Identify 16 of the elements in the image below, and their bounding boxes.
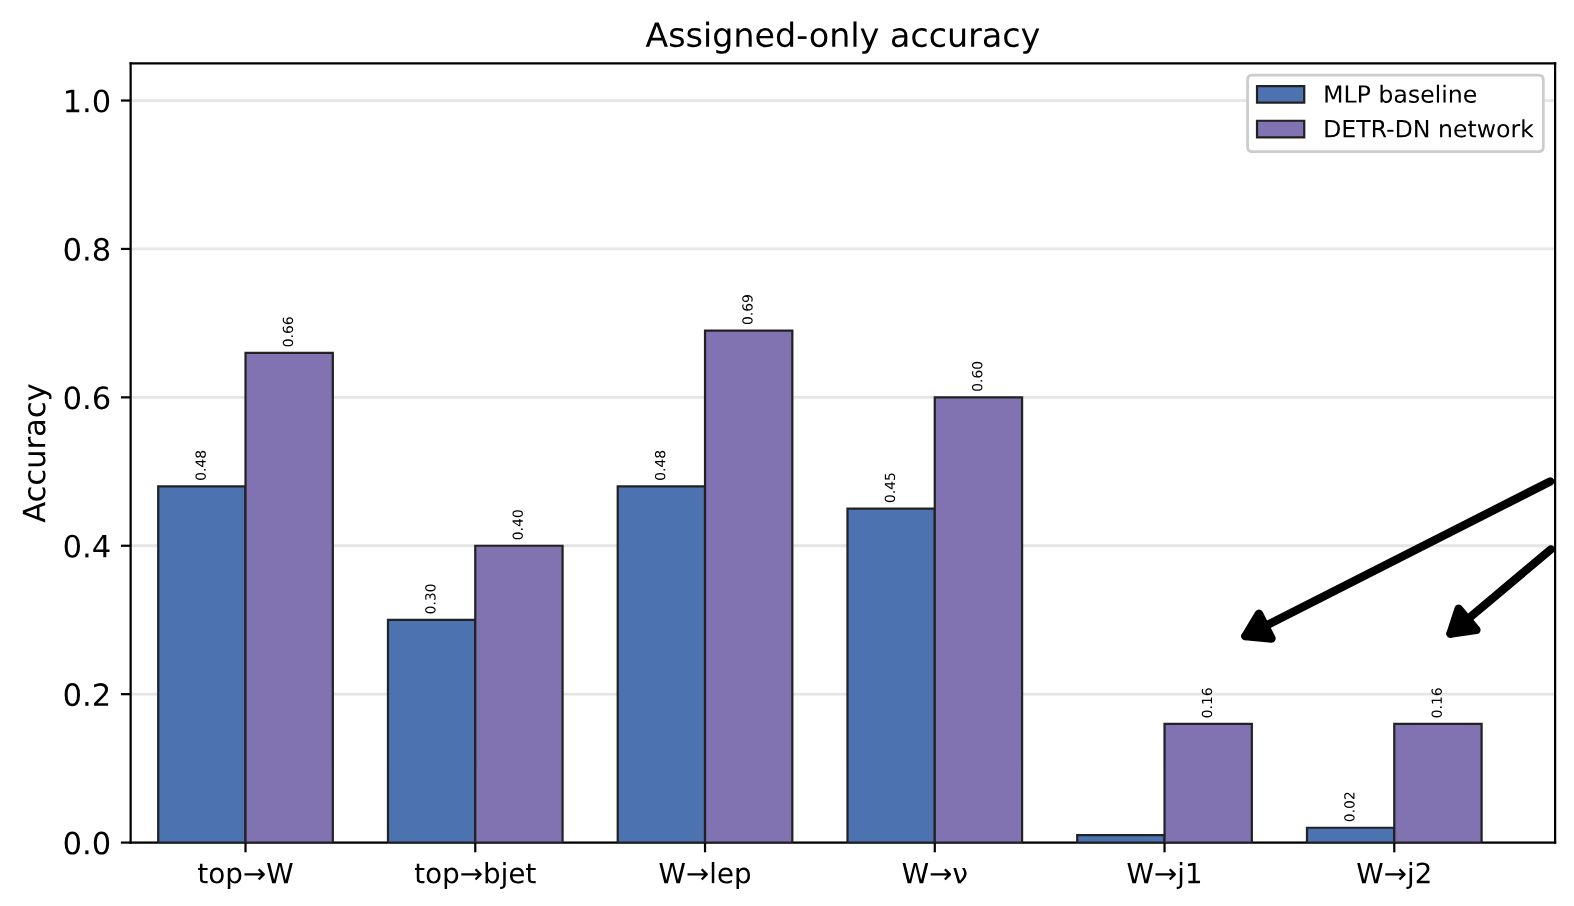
- chart-title: Assigned-only accuracy: [645, 21, 1040, 54]
- x-tick-label: W→j1: [1127, 862, 1201, 889]
- x-tick-label: W→j2: [1357, 862, 1430, 889]
- y-tick-label: 0.8: [64, 237, 110, 261]
- y-tick-label: 0.0: [64, 831, 110, 855]
- y-tick-label: 0.2: [64, 683, 109, 707]
- x-tick-label: top→W: [198, 862, 293, 889]
- legend-label: MLP baseline: [1325, 84, 1477, 103]
- y-tick-label: 1.0: [65, 89, 110, 113]
- y-axis-title: Accuracy: [22, 384, 52, 523]
- y-tick-label: 0.6: [64, 386, 110, 410]
- legend-label: DETR-DN network: [1325, 119, 1534, 138]
- x-tick-label: W→ν: [902, 862, 967, 884]
- x-tick-label: top→bjet: [414, 862, 536, 889]
- x-tick-label: W→lep: [659, 862, 751, 889]
- y-tick-label: 0.4: [64, 534, 110, 558]
